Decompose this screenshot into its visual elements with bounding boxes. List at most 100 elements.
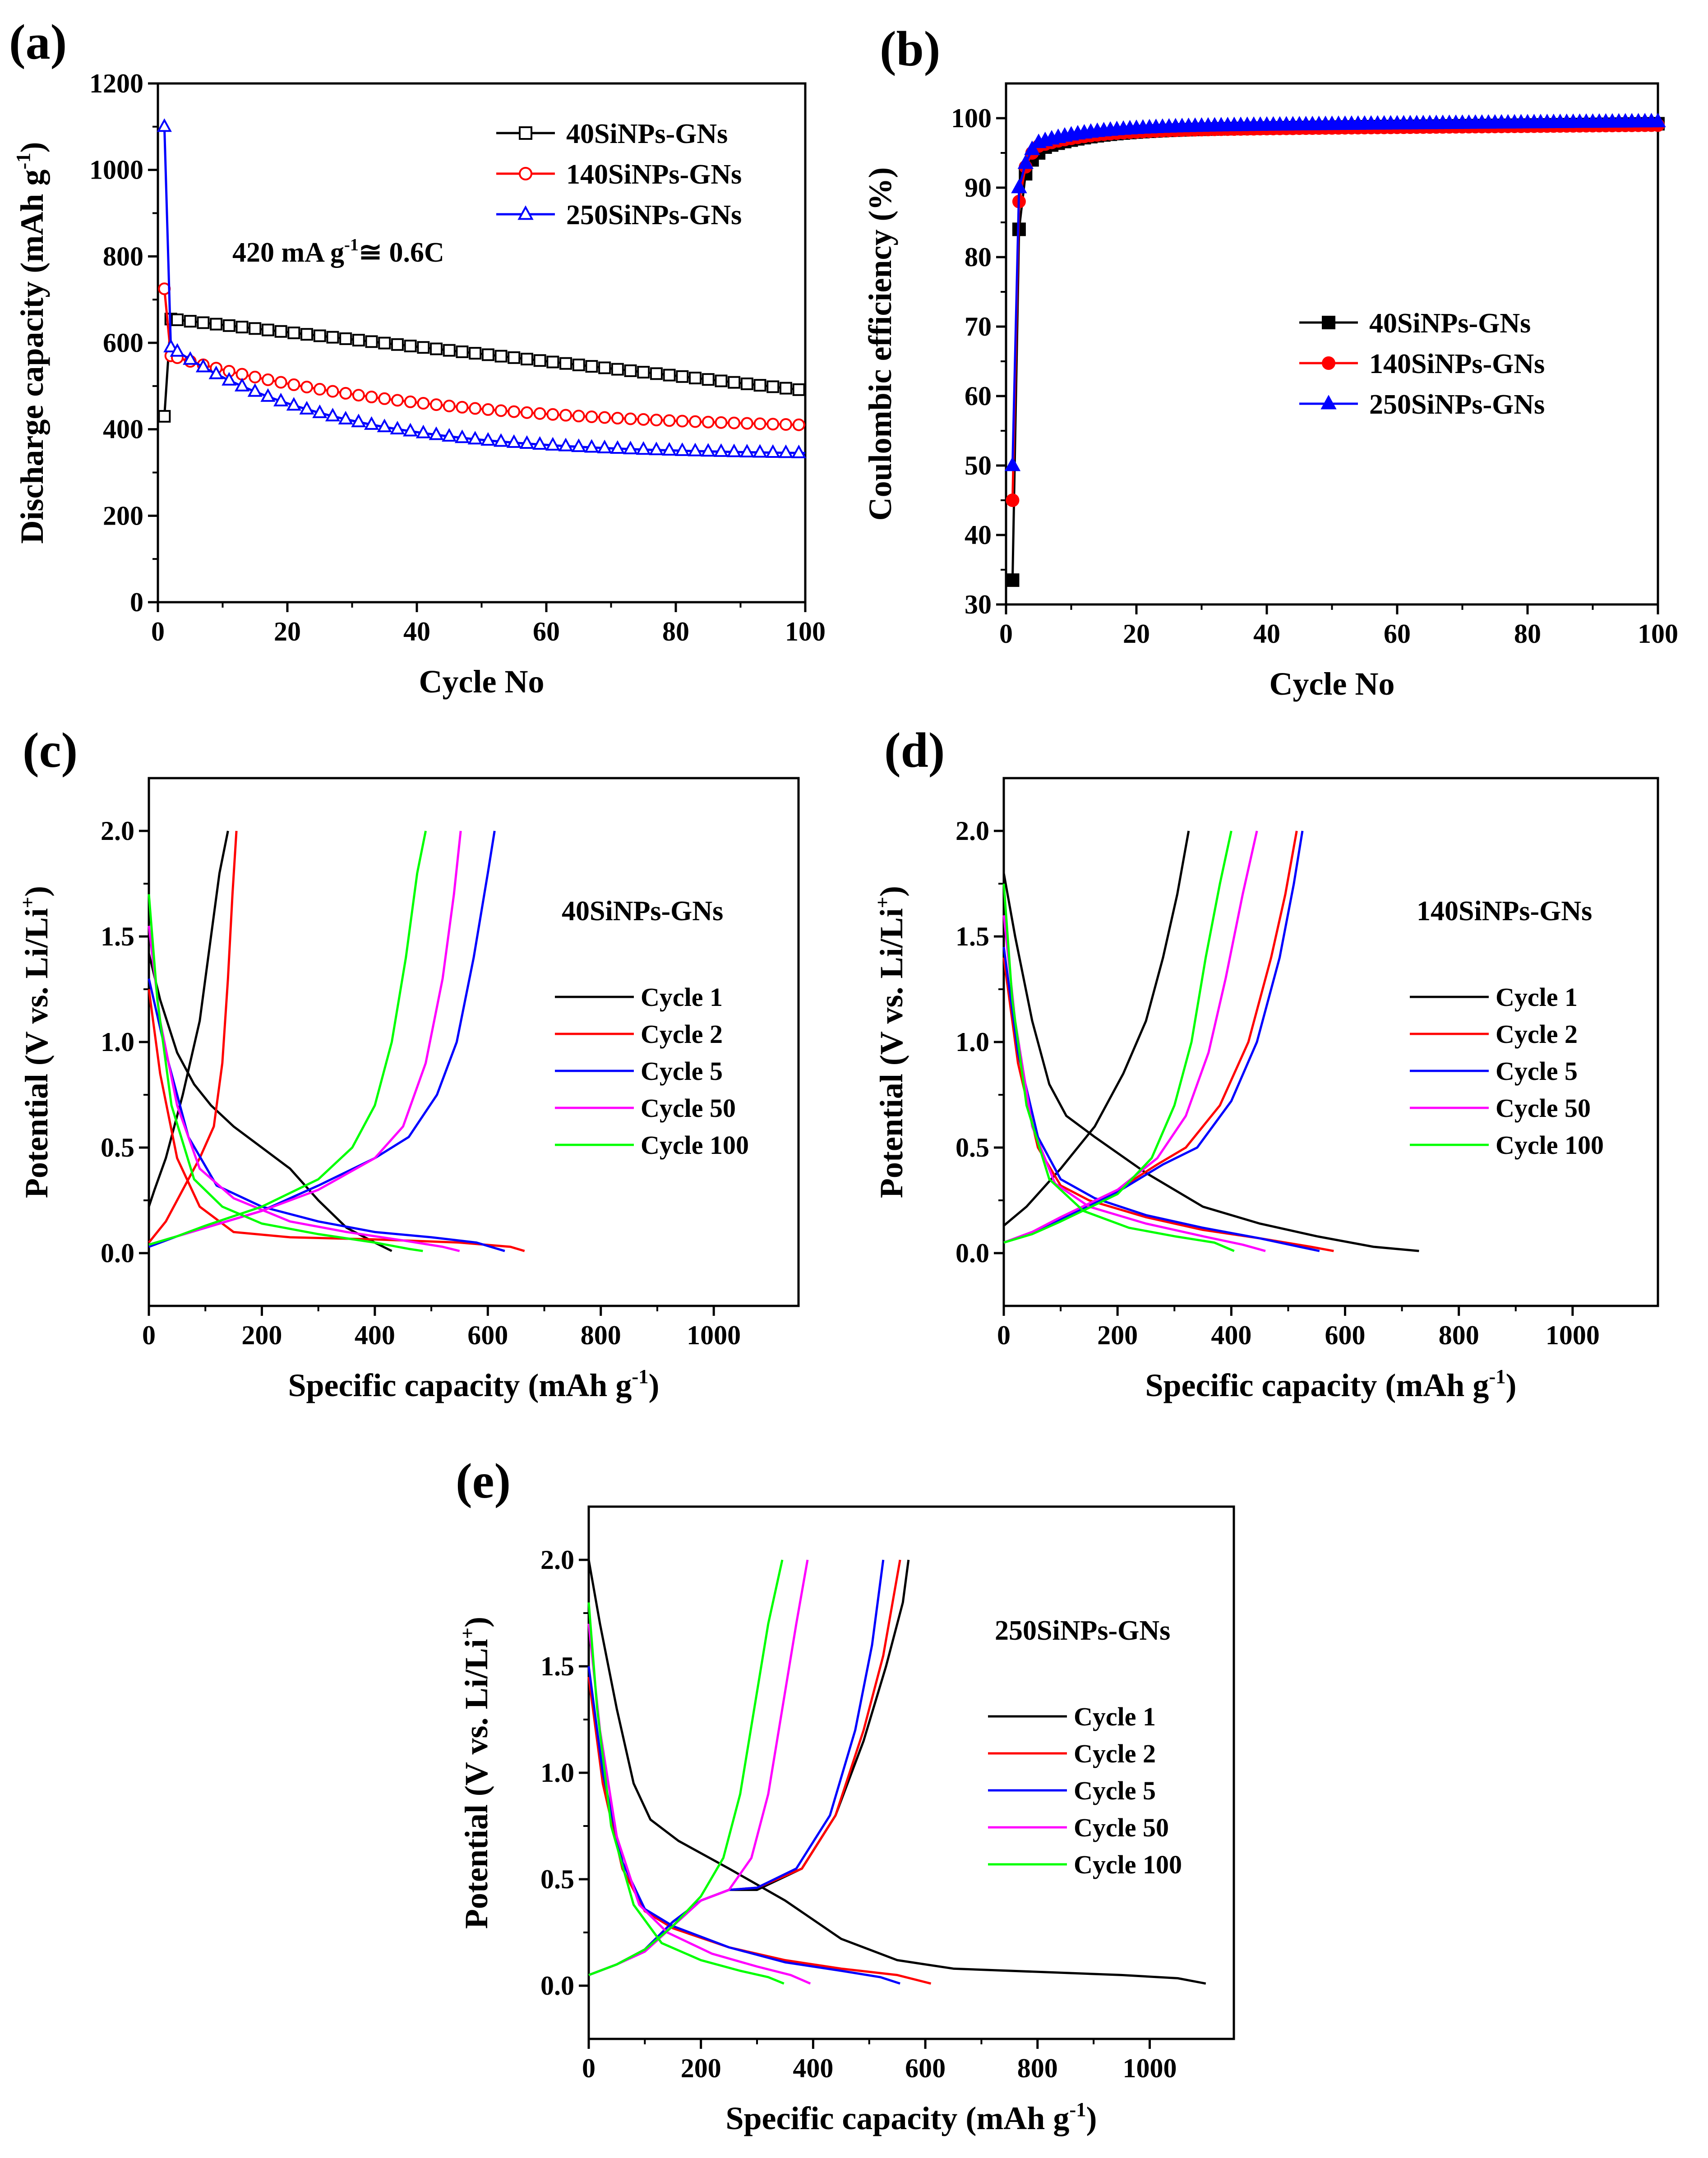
data-point bbox=[571, 438, 586, 452]
data-point bbox=[222, 372, 237, 386]
discharge-curve bbox=[148, 926, 460, 1252]
x-tick-label: 1000 bbox=[1546, 1320, 1600, 1350]
data-point bbox=[753, 417, 766, 430]
data-point bbox=[533, 354, 546, 367]
series-250SiNPs-GNs bbox=[157, 118, 807, 458]
legend-label: Cycle 100 bbox=[1074, 1850, 1182, 1879]
data-point bbox=[480, 432, 496, 446]
series-140SiNPs-GNs bbox=[158, 282, 806, 431]
data-point bbox=[715, 374, 728, 387]
data-point bbox=[429, 426, 444, 440]
panel-a: (a)0 20 40 60 80 100020040060080010001200Cycl… bbox=[9, 14, 826, 700]
data-point bbox=[312, 404, 328, 418]
y-tick-label: 1.0 bbox=[956, 1027, 989, 1057]
data-point bbox=[1322, 316, 1335, 329]
x-tick-label: 400 bbox=[793, 2053, 833, 2083]
panel-label: (b) bbox=[880, 21, 940, 76]
data-point bbox=[611, 363, 624, 376]
y-tick-label: 1.5 bbox=[956, 922, 989, 951]
discharge-curve bbox=[1002, 873, 1419, 1252]
x-tick-label: 200 bbox=[681, 2053, 721, 2083]
x-tick-label: 40 bbox=[1253, 619, 1280, 649]
data-point bbox=[1004, 456, 1021, 471]
data-point bbox=[791, 444, 807, 458]
legend-label: Cycle 1 bbox=[1074, 1702, 1156, 1731]
data-point bbox=[545, 437, 560, 451]
y-axis-title-sup: + bbox=[871, 897, 894, 908]
data-point bbox=[506, 434, 522, 448]
data-point bbox=[300, 328, 314, 341]
y-tick-label: 2.0 bbox=[540, 1545, 574, 1575]
data-point bbox=[197, 316, 210, 329]
series-250SiNPs-GNs bbox=[1004, 112, 1666, 471]
data-point bbox=[417, 397, 430, 410]
data-point bbox=[313, 329, 326, 342]
x-axis-title-main: Specific capacity (mAh g bbox=[725, 2100, 1069, 2136]
x-axis-title-main: Specific capacity (mAh g bbox=[288, 1367, 632, 1403]
data-point bbox=[339, 332, 352, 345]
data-point bbox=[572, 358, 585, 371]
data-point bbox=[753, 379, 766, 392]
data-point bbox=[260, 388, 276, 402]
discharge-curve bbox=[148, 894, 423, 1252]
series-Cycle 100 bbox=[587, 1559, 785, 1985]
annotation-sup: -1 bbox=[344, 235, 359, 254]
data-point bbox=[728, 376, 741, 389]
x-axis-title: Specific capacity (mAh g-1) bbox=[288, 1365, 659, 1403]
legend-label: Cycle 2 bbox=[641, 1019, 723, 1049]
data-point bbox=[481, 403, 494, 416]
charge-curve bbox=[588, 1559, 885, 1976]
data-point bbox=[325, 407, 341, 422]
series-Cycle 2 bbox=[1002, 830, 1334, 1252]
panel-c: (c) 0 200 400 600 800 1000 0.0 0.5 1.0 1.5 2.0 Speci… bbox=[16, 723, 800, 1403]
y-tick-label: 0.0 bbox=[540, 1971, 574, 2001]
discharge-curve bbox=[587, 1602, 785, 1985]
y-axis-title-sup: + bbox=[16, 897, 39, 908]
data-point bbox=[636, 441, 651, 455]
series-Cycle 5 bbox=[1002, 830, 1320, 1252]
charge-curve bbox=[1003, 830, 1298, 1244]
x-tick-label: 1000 bbox=[1122, 2053, 1177, 2083]
data-point bbox=[404, 395, 417, 408]
data-point bbox=[676, 370, 689, 383]
panel-label: (d) bbox=[884, 723, 945, 778]
data-point bbox=[481, 348, 494, 361]
data-point bbox=[171, 313, 184, 326]
data-point bbox=[234, 378, 250, 392]
discharge-curve bbox=[1002, 883, 1235, 1252]
x-tick-label: 400 bbox=[1211, 1320, 1251, 1350]
data-point bbox=[493, 433, 509, 447]
data-point bbox=[273, 392, 289, 406]
x-axis-title-sup: -1 bbox=[1489, 1365, 1505, 1388]
y-tick-label: 0.5 bbox=[101, 1133, 134, 1162]
legend-label: Cycle 5 bbox=[1074, 1776, 1156, 1805]
y-tick-label: 200 bbox=[103, 501, 143, 530]
x-tick-label: 20 bbox=[274, 617, 301, 646]
data-point bbox=[249, 370, 262, 383]
discharge-curve bbox=[148, 953, 392, 1252]
y-axis-title-tail: ) bbox=[14, 142, 50, 152]
data-point bbox=[779, 418, 792, 431]
x-tick-label: 200 bbox=[241, 1320, 282, 1350]
charge-curve bbox=[148, 830, 427, 1246]
data-point bbox=[403, 423, 418, 437]
y-tick-label: 1.0 bbox=[101, 1027, 134, 1057]
data-point bbox=[417, 341, 430, 354]
series-line bbox=[1011, 122, 1658, 581]
x-tick-label: 100 bbox=[785, 617, 826, 646]
y-tick-label: 0.0 bbox=[101, 1238, 134, 1268]
panel-e: (e) 0 200 400 600 800 1000 0.0 0.5 1.0 1.5 2.0 Speci… bbox=[456, 1453, 1235, 2136]
data-point bbox=[752, 444, 768, 458]
data-point bbox=[365, 335, 378, 348]
series-Cycle 100 bbox=[1002, 830, 1235, 1252]
y-tick-label: 1200 bbox=[89, 69, 143, 98]
legend-title: 40SiNPs-GNs bbox=[562, 896, 723, 927]
data-point bbox=[326, 385, 339, 398]
data-point bbox=[779, 382, 792, 395]
data-point bbox=[469, 402, 482, 415]
data-point bbox=[430, 398, 443, 411]
data-point bbox=[519, 167, 532, 180]
data-point bbox=[702, 373, 715, 386]
y-tick-label: 90 bbox=[965, 173, 992, 203]
x-axis-title-tail: ) bbox=[649, 1367, 660, 1403]
